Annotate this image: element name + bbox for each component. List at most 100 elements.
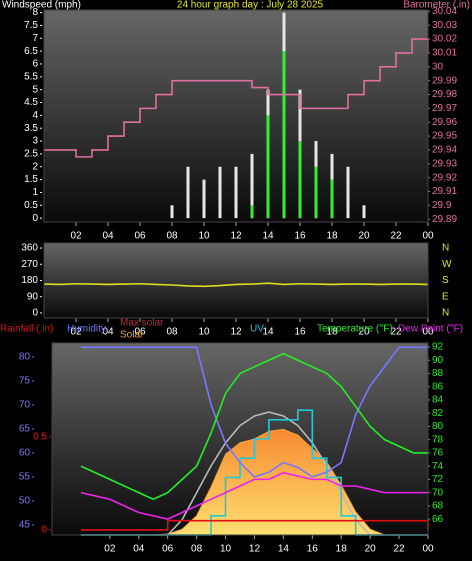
x-tick-label: 08: [166, 327, 178, 338]
x-tick-label: 00: [422, 231, 434, 242]
windspeed-label: Windspeed (mph): [2, 0, 81, 11]
y-tick-label: 2: [32, 161, 38, 172]
plot-frame: [51, 342, 429, 536]
y-tick-label: 78: [432, 434, 444, 445]
y-tick-label: 7: [32, 33, 38, 44]
compass-label: W: [442, 259, 452, 270]
wind-bar: [298, 141, 302, 219]
y-tick-label: 0: [32, 308, 38, 319]
wind-bar: [250, 205, 254, 219]
solar-label: Solar: [120, 330, 144, 341]
plot-background: [44, 243, 428, 318]
y-tick-label: 180: [21, 275, 38, 286]
y-tick-label: 3.5: [24, 123, 38, 134]
series-line: [80, 346, 428, 478]
y-tick-label: 1: [32, 187, 38, 198]
y-tick-label: 0: [32, 213, 38, 224]
series-line: [80, 519, 429, 531]
x-tick-label: 18: [326, 327, 338, 338]
y-tick-label: 29.98: [432, 89, 457, 100]
x-tick-label: 20: [365, 544, 377, 555]
x-tick-label: 16: [294, 231, 306, 242]
x-tick-label: 14: [278, 544, 290, 555]
wind-bar: [266, 115, 270, 219]
x-tick-label: 02: [70, 231, 82, 242]
y-tick-label: 29.89: [432, 214, 457, 225]
temperature-label: Temperature (°F): [317, 324, 393, 335]
y-tick-label: 75: [19, 376, 31, 387]
y-tick-label: 72: [432, 474, 444, 485]
compass-label: E: [442, 291, 449, 302]
y-tick-label: 1.5: [24, 174, 38, 185]
chart-title: 24 hour graph day : July 28 2025: [177, 0, 324, 11]
x-tick-label: 00: [422, 544, 434, 555]
x-tick-label: 10: [220, 544, 232, 555]
compass-label: S: [442, 275, 449, 286]
compass-label: N: [442, 243, 449, 254]
y-tick-label: 30: [432, 61, 444, 72]
y-tick-label: 55: [19, 472, 31, 483]
y-tick-label: 4.5: [24, 97, 38, 108]
y-tick-label: 50: [19, 496, 31, 507]
y-tick-label: 5.5: [24, 71, 38, 82]
y-tick-label: 0: [41, 525, 47, 536]
y-tick-label: 84: [432, 395, 444, 406]
y-tick-label: 29.99: [432, 75, 457, 86]
dew-point-label: Dew Point (°F): [398, 324, 463, 335]
series-line: [80, 471, 428, 520]
y-tick-label: 4: [32, 110, 38, 121]
x-tick-label: 16: [307, 544, 319, 555]
y-tick-label: 29.95: [432, 131, 457, 142]
wind-bar: [282, 51, 286, 219]
humidity-label: Humidity: [67, 324, 106, 335]
x-tick-label: 06: [134, 327, 146, 338]
y-tick-label: 90: [27, 291, 39, 302]
wind-bar: [250, 153, 254, 219]
y-tick-label: 6.5: [24, 46, 38, 57]
y-tick-label: 29.92: [432, 172, 457, 183]
y-tick-label: 5: [32, 84, 38, 95]
y-tick-label: 30.02: [432, 34, 457, 45]
y-tick-label: 60: [19, 448, 31, 459]
y-tick-label: 30.01: [432, 48, 457, 59]
y-tick-label: 30.03: [432, 20, 457, 31]
wind-bar: [202, 179, 206, 219]
y-tick-label: 82: [432, 408, 444, 419]
x-tick-label: 08: [166, 231, 178, 242]
x-tick-label: 20: [358, 231, 370, 242]
x-tick-label: 12: [249, 544, 261, 555]
x-tick-label: 22: [394, 544, 406, 555]
y-tick-label: 0.5: [33, 432, 47, 443]
y-tick-label: 66: [432, 514, 444, 525]
x-tick-label: 22: [390, 231, 402, 242]
x-tick-label: 10: [198, 327, 210, 338]
y-tick-label: 7.5: [24, 20, 38, 31]
plot-frame: [43, 9, 429, 223]
y-tick-label: 70: [19, 400, 31, 411]
wind-bar: [234, 166, 238, 219]
y-tick-label: 70: [432, 487, 444, 498]
x-tick-label: 08: [191, 544, 203, 555]
y-tick-label: 29.91: [432, 186, 457, 197]
y-tick-label: 29.96: [432, 117, 457, 128]
max-solar-label: Max solar: [120, 318, 164, 329]
x-tick-label: 04: [102, 231, 114, 242]
x-tick-label: 16: [294, 327, 306, 338]
x-tick-label: 02: [104, 544, 116, 555]
y-tick-label: 3: [32, 136, 38, 147]
series-line: [44, 38, 429, 158]
wind-bar: [170, 205, 174, 219]
x-tick-label: 02: [70, 327, 82, 338]
x-tick-label: 22: [390, 327, 402, 338]
x-tick-label: 10: [198, 231, 210, 242]
y-tick-label: 76: [432, 448, 444, 459]
x-tick-label: 04: [102, 327, 114, 338]
x-tick-label: 20: [358, 327, 370, 338]
y-tick-label: 68: [432, 501, 444, 512]
y-tick-label: 80: [432, 421, 444, 432]
y-tick-label: 270: [21, 259, 38, 270]
wind-bar: [330, 179, 334, 219]
x-tick-label: 06: [162, 544, 174, 555]
y-tick-label: 30.04: [432, 6, 457, 17]
